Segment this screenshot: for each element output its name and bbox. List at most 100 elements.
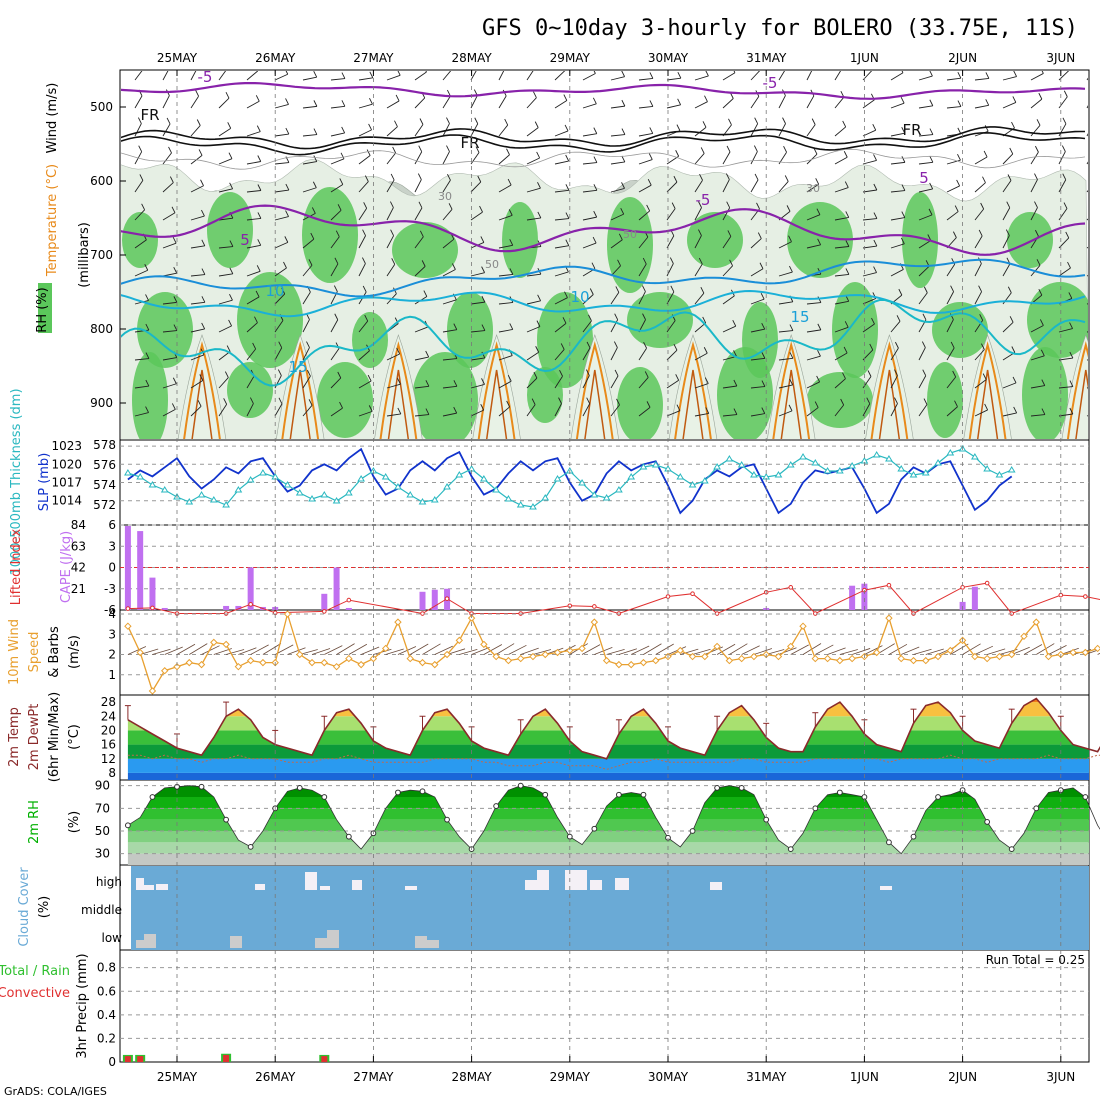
surface-wind-barb (790, 644, 809, 655)
wind-barb-flag (950, 285, 954, 292)
wind-barb-flag (1007, 174, 1012, 181)
wind-barb-flag (617, 259, 621, 266)
wind-barb (470, 71, 477, 81)
wind-barb (554, 403, 562, 417)
wind-barb (582, 216, 597, 221)
rh-band (127, 853, 1089, 865)
wind-barb-flag (252, 342, 257, 350)
wind-barb-flag (810, 62, 813, 68)
contour-label: -5 (763, 74, 778, 92)
wind-speed-point (615, 660, 623, 669)
wind-barb (610, 404, 620, 417)
surface-wind-barb (716, 643, 736, 655)
wind-barb (414, 266, 426, 277)
wind-barb (806, 302, 821, 305)
wind-barb-flag (649, 127, 654, 134)
temp-tick: 20 (101, 723, 116, 737)
wind-barb (218, 217, 233, 221)
wind-barb-flag (533, 371, 538, 379)
wind-speed-point (652, 656, 660, 665)
wind-barb (974, 263, 982, 277)
wind-barb (414, 151, 423, 165)
plume-contour (485, 369, 508, 439)
plume-contour (976, 369, 999, 439)
cape-bar (345, 607, 352, 610)
plume-contour (374, 334, 423, 439)
wind-barb (974, 235, 983, 249)
wind-barb-flag (621, 128, 626, 135)
rh-green-patch (392, 222, 458, 278)
wind-barb-flag (1036, 119, 1041, 126)
wind-barb-flag (845, 268, 850, 275)
low-cloud-bar (315, 938, 327, 948)
wind-barb (918, 161, 933, 165)
wind-speed-point (701, 652, 709, 661)
wind-tick: 3 (108, 627, 116, 641)
cape-bar (235, 605, 242, 610)
wind-barb (918, 404, 928, 417)
thickness-point (160, 486, 169, 493)
rh-point (616, 791, 622, 798)
wind-barb-flag (788, 404, 793, 412)
wind-barb-flag (201, 322, 206, 330)
cape-tick: 84 (71, 518, 86, 532)
wind-barb-flag (507, 178, 512, 186)
wind-barb (694, 153, 705, 165)
wind-barb-flag (308, 399, 313, 406)
wind-barb-flag (447, 173, 451, 181)
wind-barb (1058, 413, 1073, 417)
wind-barb (722, 179, 730, 193)
wind-barb (442, 209, 453, 221)
wind-barb (722, 295, 735, 305)
wind-barb-flag (845, 211, 850, 218)
wind-barb (1030, 385, 1045, 389)
wind-barb-flag (337, 371, 342, 379)
thickness-tick: 574 (93, 478, 116, 492)
wind-barb (890, 72, 904, 81)
wind-barb (498, 380, 512, 389)
wind-barb (358, 320, 369, 333)
wind-barb (1002, 180, 1012, 193)
wind-barb-flag (670, 285, 675, 292)
wind-speed-point (332, 662, 341, 671)
wind-barb-flag (952, 231, 957, 238)
wind-barb (750, 386, 765, 389)
wind-barb-flag (565, 212, 570, 219)
high-cloud-bar (590, 880, 602, 890)
thickness-point (455, 471, 464, 478)
wind-barb (638, 291, 646, 305)
low-cloud-bar (230, 936, 242, 948)
wind-speed-point (259, 658, 267, 667)
wind-barb-flag (702, 121, 707, 128)
wind-barb (302, 291, 311, 305)
wind-barb-flag (956, 179, 961, 187)
wind-barb (442, 238, 455, 249)
wind-barb-flag (1069, 351, 1074, 359)
wind-barb (610, 213, 624, 221)
thickness-point (786, 461, 795, 468)
wind-speed-point (553, 648, 562, 657)
surface-wind-barb (201, 645, 220, 655)
wind-barb (582, 242, 597, 249)
wind-barb-flag (756, 202, 760, 210)
wind-barb (834, 71, 842, 81)
wind-barb (834, 246, 849, 249)
thickness-point (909, 471, 918, 478)
wind-barb (470, 357, 485, 361)
wind-barb-flag (144, 264, 149, 271)
cape-bar (223, 605, 230, 610)
rh-green-patch (617, 367, 663, 439)
wind-barb (554, 349, 565, 361)
thickness-point (688, 481, 697, 488)
cloud-background (131, 866, 1089, 950)
wind-barb (274, 73, 288, 81)
wind-barb (638, 210, 650, 221)
thickness-point (602, 494, 611, 501)
boundary-layer-plumes (177, 334, 1088, 439)
surface-wind-barb (618, 648, 638, 655)
li-point (788, 585, 794, 590)
rh-point (321, 794, 328, 800)
axis-title-slp: SLP (mb) (37, 453, 52, 512)
wind-barb (526, 187, 541, 193)
contour-freezing-2 (121, 131, 1086, 156)
